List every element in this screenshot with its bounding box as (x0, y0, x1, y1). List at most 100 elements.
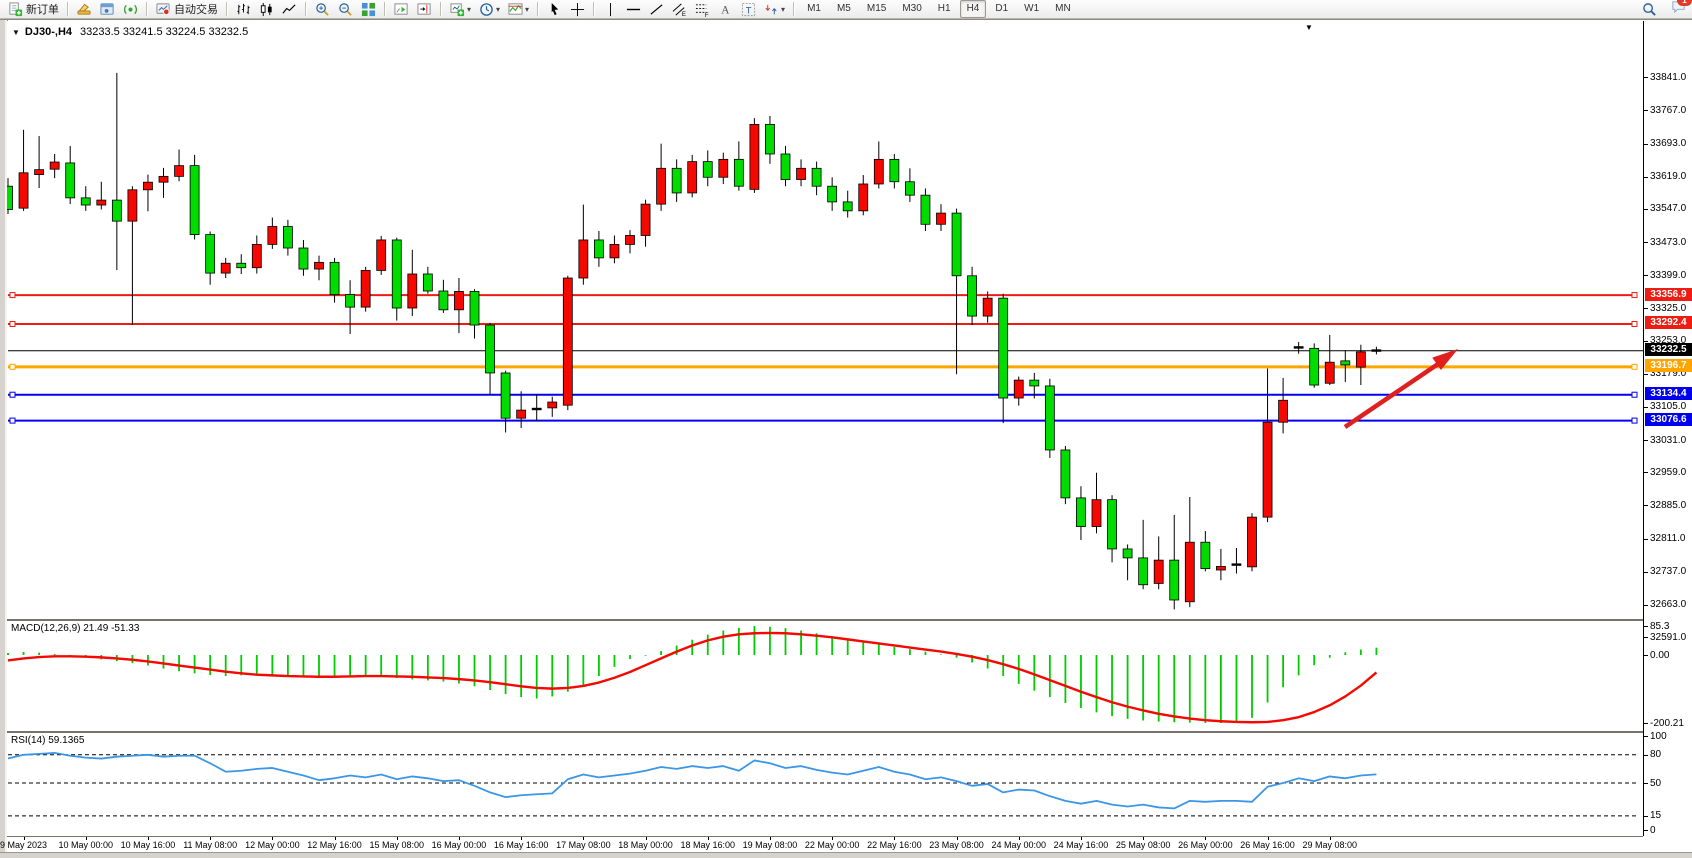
time-tick (147, 837, 149, 840)
time-tick (832, 837, 834, 840)
vertical-line-icon[interactable] (599, 0, 622, 19)
fibonacci-icon[interactable]: F (691, 0, 714, 19)
trendline-icon[interactable] (645, 0, 668, 19)
timeframe-m5[interactable]: M5 (836, 3, 851, 14)
candle-body (174, 165, 184, 177)
macd-pane[interactable]: MACD(12,26,9) 21.49 -51.33 (7, 621, 1643, 733)
candle-body (282, 226, 293, 249)
timeframe-m15[interactable]: M15 (866, 3, 887, 14)
trend-arrow[interactable] (1343, 360, 1443, 429)
chart-shift-marker[interactable]: ▼ (1305, 23, 1313, 32)
line-handle[interactable] (1631, 417, 1638, 424)
rsi-pane[interactable]: RSI(14) 59.1365 (7, 733, 1643, 838)
line-handle[interactable] (1631, 292, 1638, 299)
notifications-button[interactable]: 1 (1671, 0, 1692, 19)
candle-body (65, 162, 76, 199)
arrows-icon (765, 4, 777, 14)
text-icon[interactable]: A (714, 0, 737, 19)
candle-body (671, 167, 682, 194)
svg-text:A: A (721, 4, 730, 16)
main-chart-pane[interactable]: ▼ DJ30-,H4 33233.5 33241.5 33224.5 33232… (7, 21, 1643, 621)
search-icon[interactable] (1638, 0, 1661, 19)
axis-tick (1644, 143, 1648, 145)
candle-body (205, 234, 216, 274)
arrows-dropdown[interactable]: ▾ (760, 0, 789, 19)
line-handle[interactable] (9, 391, 16, 398)
auto-scroll-icon (394, 2, 408, 15)
time-label: 18 May 00:00 (618, 840, 673, 850)
time-tick (956, 837, 958, 840)
candle-body (1371, 349, 1382, 352)
ohlc-readout: 33233.5 33241.5 33224.5 33232.5 (80, 26, 249, 38)
templates-dropdown[interactable]: ▾ (504, 0, 533, 19)
macd-signal-line (7, 631, 1378, 724)
label-icon[interactable]: T (737, 0, 760, 19)
new-order-button[interactable]: 新订单 (4, 0, 63, 19)
timeframe-d1[interactable]: D1 (995, 3, 1009, 14)
rsi-chart[interactable] (7, 733, 1643, 836)
time-label: 25 May 08:00 (1115, 840, 1171, 850)
search-icon (1643, 2, 1656, 16)
timeframe-h1[interactable]: H1 (937, 3, 951, 14)
line-handle[interactable] (9, 292, 16, 299)
candle-body (733, 158, 744, 187)
candle-body (1216, 566, 1226, 571)
new-chart-dropdown[interactable]: ▾ (446, 0, 475, 19)
zoom-out-icon[interactable] (334, 0, 357, 19)
axis-tick (1644, 655, 1648, 656)
zoom-in-icon[interactable] (311, 0, 334, 19)
candle-body (749, 124, 760, 190)
line-handle[interactable] (9, 320, 16, 327)
horizontal-line-icon[interactable] (622, 0, 645, 19)
time-label: 22 May 00:00 (804, 840, 860, 850)
axis-tick (1644, 754, 1648, 756)
axis-tick (1644, 783, 1648, 784)
macd-axis-label: 0.00 (1650, 649, 1670, 661)
timeframe-mn[interactable]: MN (1055, 3, 1071, 14)
time-label: 26 May 16:00 (1240, 840, 1295, 850)
one-click-trading-toggle[interactable]: ▼ (12, 27, 20, 37)
candle-body (578, 239, 589, 279)
line-handle[interactable] (1631, 320, 1638, 327)
bar-chart-icon[interactable] (232, 0, 255, 19)
line-handle[interactable] (9, 363, 16, 370)
crosshair-icon[interactable] (566, 0, 589, 19)
line-handle[interactable] (1631, 363, 1638, 370)
periods-dropdown[interactable]: ▾ (475, 0, 504, 19)
line-handle[interactable] (1631, 391, 1638, 398)
candle-body (438, 290, 449, 311)
time-label: 10 May 00:00 (58, 840, 114, 850)
auto-scroll-icon[interactable] (390, 0, 413, 19)
candle-body (1107, 499, 1117, 550)
price-tick-label: 32959.0 (1650, 466, 1687, 478)
line-chart-icon[interactable] (278, 0, 301, 19)
timeframe-m1[interactable]: M1 (807, 3, 821, 14)
toolbar-separator (793, 2, 796, 16)
timeframe-w1[interactable]: W1 (1024, 3, 1040, 14)
time-label: 18 May 16:00 (680, 840, 736, 850)
candlestick-chart[interactable] (7, 21, 1643, 619)
tile-windows-icon (361, 2, 376, 16)
price-axis[interactable]: 33841.0 33767.0 33693.0 33619.0 33547.0 33473… (1643, 21, 1692, 836)
channel-icon[interactable]: E (668, 0, 691, 19)
metaeditor-icon[interactable] (73, 0, 96, 19)
timeframe-m30[interactable]: M30 (902, 3, 922, 14)
timeframe-h4[interactable]: H4 (959, 0, 987, 18)
candle-body (1293, 346, 1304, 349)
time-axis[interactable]: 9 May 2023 10 May 00:00 10 May 16:00 11 May… (0, 837, 1643, 852)
candle-body (547, 401, 558, 409)
price-tick-label: 33619.0 (1650, 171, 1687, 183)
tile-windows-icon[interactable] (357, 0, 380, 19)
community-icon[interactable] (96, 0, 119, 19)
autotrading-button[interactable]: 自动交易 (152, 0, 222, 19)
cursor-icon[interactable] (543, 0, 566, 19)
macd-chart[interactable] (7, 621, 1643, 731)
time-label: 17 May 08:00 (556, 840, 611, 850)
new-order-icon (9, 1, 23, 16)
candlestick-chart-icon[interactable] (255, 0, 278, 19)
line-handle[interactable] (9, 417, 16, 424)
chart-shift-icon[interactable] (413, 0, 436, 19)
signals-icon[interactable] (119, 0, 142, 19)
time-tick (1205, 837, 1207, 840)
toolbar-separator (67, 2, 69, 16)
